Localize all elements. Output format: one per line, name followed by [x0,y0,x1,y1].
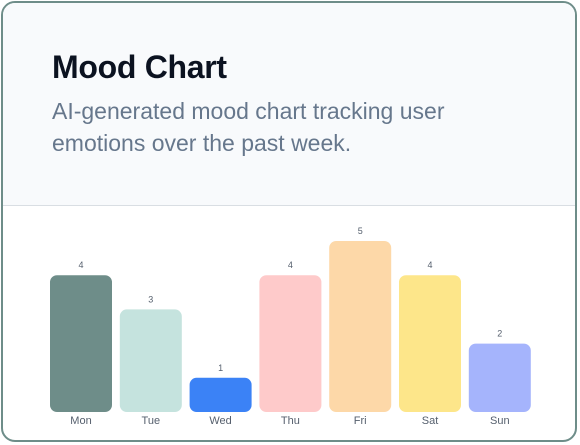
card-description: AI-generated mood chart tracking user em… [52,98,445,156]
value-label-tue: 3 [148,294,153,304]
value-label-sun: 2 [497,329,502,339]
value-label-mon: 4 [78,260,83,270]
category-label-sat: Sat [422,415,439,427]
category-label-mon: Mon [70,415,91,427]
category-label-thu: Thu [281,415,300,427]
mood-bar-chart: 4 Mon 3 Tue 1 Wed 4 Thu 5 Fri 4 Sat 2 Sun [3,206,575,440]
bar-sat [399,275,461,412]
value-label-fri: 5 [358,226,363,236]
card-header: Mood Chart AI-generated mood chart track… [3,3,575,206]
bar-sun [468,343,531,412]
bar-mon [50,275,112,412]
bar-thu [259,275,322,412]
value-label-sat: 4 [427,260,432,270]
bar-fri [329,241,392,412]
value-label-thu: 4 [288,260,293,270]
bar-tue [119,309,182,412]
card-title: Mood Chart [52,49,227,85]
category-label-wed: Wed [209,415,231,427]
category-label-fri: Fri [354,415,367,427]
chart-svg: 4 Mon 3 Tue 1 Wed 4 Thu 5 Fri 4 Sat 2 Sun [50,226,531,427]
value-label-wed: 1 [218,363,223,373]
category-label-sun: Sun [490,415,510,427]
bar-wed [189,377,252,412]
category-label-tue: Tue [142,415,161,427]
